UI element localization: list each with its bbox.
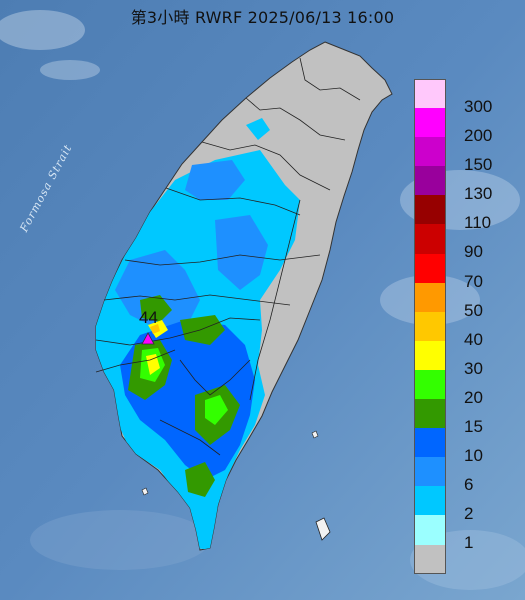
max-rainfall-marker-icon — [141, 332, 155, 345]
legend-label: 30 — [464, 358, 483, 378]
legend-row: 30 — [414, 340, 514, 378]
legend-label: 2 — [464, 504, 474, 524]
legend-swatch — [414, 79, 446, 109]
legend-swatch — [414, 108, 446, 138]
islet — [311, 430, 319, 439]
legend-swatch — [414, 369, 446, 400]
legend-swatch — [414, 486, 446, 516]
legend-swatch — [414, 340, 446, 370]
legend-row: 6 — [414, 457, 514, 494]
legend-swatch — [414, 399, 446, 429]
county-boundaries — [95, 57, 361, 456]
green-island — [315, 517, 331, 541]
legend-swatch — [414, 428, 446, 458]
legend-swatch — [414, 457, 446, 487]
legend-swatch — [414, 515, 446, 545]
legend-row: 70 — [414, 253, 514, 291]
legend-row: 2 — [414, 486, 514, 523]
rainfall-legend: 300 200 150 130 110 90 70 50 40 30 20 15… — [414, 79, 514, 574]
legend-row: 110 — [414, 195, 514, 232]
legend-row: 90 — [414, 224, 514, 261]
legend-row: 300 — [414, 79, 514, 116]
legend-label: 15 — [464, 417, 483, 437]
legend-label: 40 — [464, 329, 483, 349]
liuqiu-island — [141, 487, 149, 496]
legend-swatch — [414, 311, 446, 341]
legend-label: 50 — [464, 300, 483, 320]
legend-swatch — [414, 544, 446, 574]
legend-swatch — [414, 195, 446, 225]
legend-label: 70 — [464, 271, 483, 291]
legend-row: 200 — [414, 108, 514, 145]
legend-row: 40 — [414, 311, 514, 349]
legend-row: 130 — [414, 166, 514, 203]
legend-label: 10 — [464, 446, 483, 466]
legend-label: 150 — [464, 155, 493, 175]
legend-row: 50 — [414, 282, 514, 320]
legend-row: 150 — [414, 137, 514, 174]
legend-row: 10 — [414, 428, 514, 465]
legend-label: 1 — [464, 533, 474, 553]
legend-swatch — [414, 282, 446, 312]
legend-row: 1 — [414, 515, 514, 552]
legend-label: 200 — [464, 126, 493, 146]
legend-label: 110 — [464, 213, 492, 233]
legend-label: 6 — [464, 475, 474, 495]
rainfall-areas — [96, 118, 300, 550]
legend-row: 20 — [414, 369, 514, 407]
legend-label: 20 — [464, 387, 483, 407]
legend-swatch — [414, 166, 446, 196]
legend-swatch — [414, 224, 446, 254]
map-title: 第3小時 RWRF 2025/06/13 16:00 — [130, 8, 395, 27]
legend-label: 130 — [464, 184, 493, 204]
legend-row: 15 — [414, 399, 514, 436]
legend-row — [414, 544, 514, 574]
max-rainfall-value: 44 — [139, 308, 158, 327]
legend-label: 90 — [464, 242, 483, 262]
legend-swatch — [414, 253, 446, 283]
legend-label: 300 — [464, 97, 493, 116]
legend-swatch — [414, 137, 446, 167]
